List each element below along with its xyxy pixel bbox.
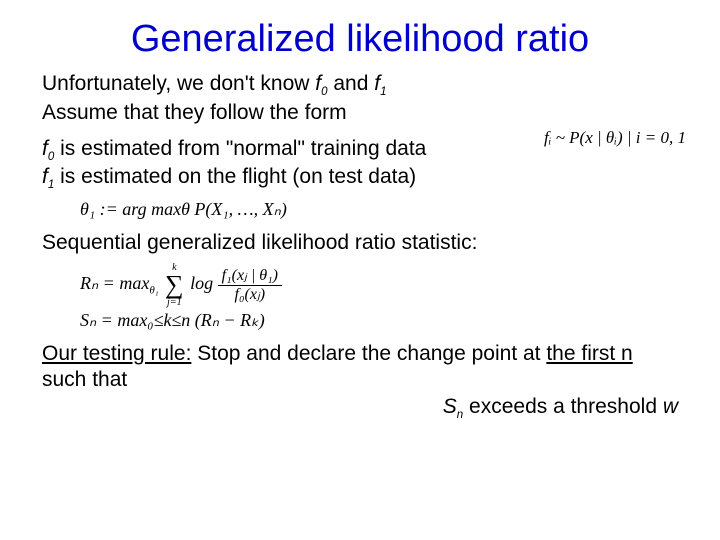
rule-first-n: the first n: [546, 342, 632, 365]
fraction: f₁(xⱼ | θ₁) f₀(xⱼ): [218, 267, 282, 303]
text: Unfortunately, we don't know: [42, 72, 315, 95]
var-w: w: [663, 395, 678, 418]
testing-rule: Our testing rule: Stop and declare the c…: [0, 331, 720, 394]
rule-text: Stop and declare the change point at: [191, 342, 546, 365]
paragraph-1: Unfortunately, we don't know f0 and f1 A…: [0, 71, 720, 126]
var-s: S: [443, 395, 457, 418]
log-text: log: [186, 273, 218, 293]
sigma-symbol: ∑: [165, 273, 184, 296]
text: exceeds a threshold: [463, 395, 663, 418]
slide: Generalized likelihood ratio Unfortunate…: [0, 0, 720, 540]
sigma-icon: k ∑ j=1: [165, 262, 184, 307]
text: Assume that they follow the form: [42, 101, 347, 124]
formula-rn: Rₙ = maxθ₁ k ∑ j=1 log f₁(xⱼ | θ₁) f₀(xⱼ…: [0, 256, 720, 307]
text: is estimated from "normal" training data: [54, 137, 426, 160]
sequential-line: Sequential generalized likelihood ratio …: [0, 230, 720, 256]
sub-1: 1: [380, 86, 386, 98]
text: and: [328, 72, 375, 95]
exceeds-line: Sn exceeds a threshold w: [0, 393, 720, 421]
rn-sub: θ₁: [149, 285, 158, 297]
formula-sn: Sₙ = max₀≤k≤n (Rₙ − Rₖ): [0, 308, 720, 331]
formula-distribution: fᵢ ~ P(x | θᵢ) | i = 0, 1: [544, 128, 686, 148]
formula-theta: θ₁ := arg maxθ P(X₁, …, Xₙ): [0, 193, 720, 230]
frac-den: f₀(xⱼ): [218, 286, 282, 304]
sigma-bot: j=1: [165, 297, 184, 308]
rn-lhs: Rₙ = max: [80, 273, 149, 293]
rule-text: such that: [42, 368, 127, 391]
frac-num: f₁(xⱼ | θ₁): [218, 267, 282, 286]
slide-title: Generalized likelihood ratio: [0, 0, 720, 71]
rule-label: Our testing rule:: [42, 342, 191, 365]
text: is estimated on the flight (on test data…: [54, 165, 416, 188]
